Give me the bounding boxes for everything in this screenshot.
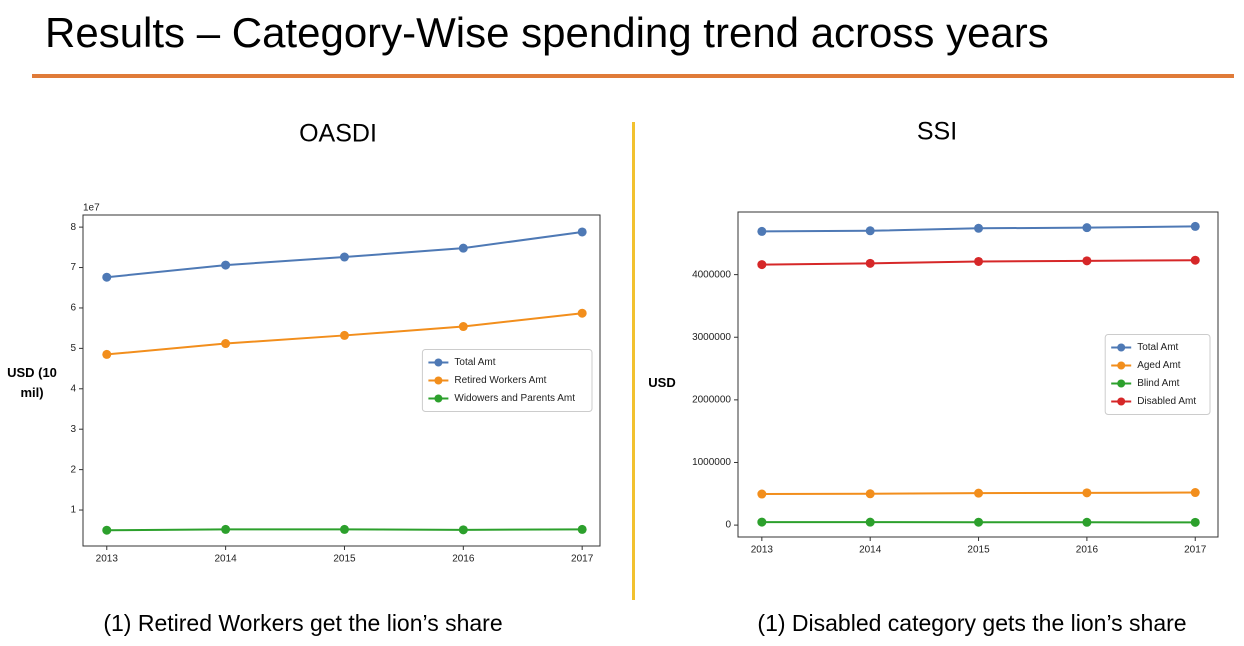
point xyxy=(974,256,984,266)
x-tick-label: 2014 xyxy=(859,545,882,556)
y-tick-label: 4 xyxy=(70,383,76,394)
point xyxy=(757,517,767,527)
y-tick-label: 3000000 xyxy=(692,332,731,343)
point xyxy=(974,517,984,527)
title-rule xyxy=(32,74,1234,78)
x-tick-label: 2015 xyxy=(967,545,990,556)
point xyxy=(339,330,349,340)
point xyxy=(577,524,587,534)
point xyxy=(221,524,231,534)
y-tick-label: 2000000 xyxy=(692,395,731,406)
point xyxy=(757,489,767,499)
legend-label: Retired Workers Amt xyxy=(454,375,546,386)
point xyxy=(221,339,231,349)
y-axis-label: USD xyxy=(648,375,676,390)
point xyxy=(102,349,112,359)
legend-label: Total Amt xyxy=(1137,342,1178,353)
legend-label: Total Amt xyxy=(454,357,495,368)
point xyxy=(1190,221,1200,231)
x-tick-label: 2017 xyxy=(571,554,594,565)
y-axis-label: USD (10 mil) xyxy=(7,365,57,400)
x-tick-label: 2016 xyxy=(1076,545,1099,556)
point xyxy=(865,517,875,527)
y-tick-label: 4000000 xyxy=(692,269,731,280)
x-tick-label: 2013 xyxy=(96,554,119,565)
point xyxy=(757,260,767,270)
point xyxy=(339,252,349,262)
point xyxy=(974,223,984,233)
point xyxy=(458,525,468,535)
x-tick-label: 2015 xyxy=(333,554,356,565)
plot-frame xyxy=(737,211,1219,538)
y-tick-label: 1 xyxy=(70,505,76,516)
legend-label: Aged Amt xyxy=(1137,360,1181,371)
y-tick-label: 0 xyxy=(725,520,731,531)
y-tick-label: 1000000 xyxy=(692,457,731,468)
point xyxy=(1082,488,1092,498)
y-axis-label-box: USD xyxy=(648,375,676,390)
point xyxy=(1190,517,1200,527)
legend-label: Widowers and Parents Amt xyxy=(454,393,575,404)
slide-title: Results – Category-Wise spending trend a… xyxy=(45,9,1049,56)
chart-heading: OASDI xyxy=(299,120,377,148)
point xyxy=(1190,255,1200,265)
point xyxy=(221,260,231,270)
legend-marker xyxy=(1117,397,1126,406)
point xyxy=(102,272,112,282)
legend-box xyxy=(1104,334,1211,415)
point xyxy=(865,258,875,268)
legend-marker xyxy=(434,358,443,367)
plot-frame xyxy=(82,214,601,547)
x-tick-label: 2014 xyxy=(214,554,237,565)
y-tick-label: 6 xyxy=(70,303,76,314)
point xyxy=(1082,256,1092,266)
legend-marker xyxy=(1117,379,1126,388)
chart-heading: SSI xyxy=(917,118,957,146)
y-axis-label-box: USD (10 mil) xyxy=(7,365,57,400)
legend-marker xyxy=(1117,361,1126,370)
x-tick-label: 2016 xyxy=(452,554,475,565)
point xyxy=(458,243,468,253)
point xyxy=(865,489,875,499)
legend-label: Disabled Amt xyxy=(1137,396,1196,407)
point xyxy=(339,524,349,534)
caption: (1) Disabled category gets the lion’s sh… xyxy=(757,610,1186,636)
point xyxy=(974,488,984,498)
y-tick-label: 7 xyxy=(70,262,76,273)
y-tick-label: 3 xyxy=(70,424,76,435)
point xyxy=(1190,488,1200,498)
point xyxy=(1082,517,1092,527)
point xyxy=(458,322,468,332)
divider xyxy=(632,122,635,600)
y-tick-label: 5 xyxy=(70,343,76,354)
y-tick-label: 2 xyxy=(70,464,76,475)
legend-label: Blind Amt xyxy=(1137,378,1179,389)
x-tick-label: 2017 xyxy=(1184,545,1207,556)
x-tick-label: 2013 xyxy=(751,545,774,556)
point xyxy=(102,525,112,535)
point xyxy=(577,227,587,237)
legend-marker xyxy=(1117,343,1126,352)
point xyxy=(1082,223,1092,233)
caption: (1) Retired Workers get the lion’s share xyxy=(103,610,502,636)
y-tick-label: 8 xyxy=(70,222,76,233)
point xyxy=(865,226,875,236)
legend-box xyxy=(421,349,593,412)
legend-marker xyxy=(434,394,443,403)
y-offset-text: 1e7 xyxy=(83,203,100,214)
point xyxy=(757,226,767,236)
point xyxy=(577,308,587,318)
legend-marker xyxy=(434,376,443,385)
